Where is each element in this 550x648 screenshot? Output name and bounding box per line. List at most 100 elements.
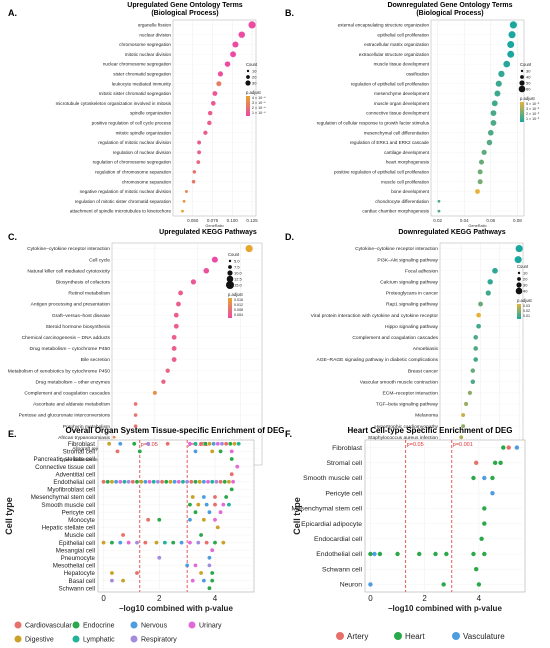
data-point [217,71,224,77]
legend-label: Digestive [25,637,54,644]
size-legend-label: 10 [252,69,257,74]
data-point [197,150,202,155]
data-point [227,502,231,507]
plot-area [111,242,263,466]
category-label: Smooth muscle cell [303,475,362,482]
size-legend-dot [517,271,521,275]
category-label: Myofibroblast cell [47,487,95,494]
legend-dot [130,635,138,643]
x-tick-label: 0.04 [460,218,469,223]
size-legend-dot [520,69,524,73]
data-point [464,401,469,406]
data-point [228,441,233,446]
data-point [188,441,192,446]
data-point [101,540,106,545]
data-point [201,578,206,583]
term-label: Pentose and glucuronate interconversions [19,413,111,419]
data-point [224,495,229,499]
legend-label: Nervous [141,623,168,630]
data-point [479,536,484,541]
panel-letter: C. [8,232,17,242]
data-point [213,495,217,499]
category-label: Hepatocyte [64,570,96,577]
data-point [490,491,495,496]
data-point [232,441,237,446]
term-label: regulation of chromosome separation [95,170,171,175]
data-point [490,110,497,116]
data-point [193,479,198,484]
data-point [112,435,116,439]
data-point [135,571,139,575]
data-point [501,445,506,450]
term-label: ECM–receptor interaction [383,390,439,396]
term-label: Type I diabetes mellitus [59,457,111,463]
panel-title: Upregulated KEGG Pathways [159,229,257,236]
x-tick-label: 0.02 [433,218,442,223]
data-point [470,368,476,373]
data-point [171,334,177,340]
size-legend-dot [519,80,525,86]
size-legend-label: 5.0 [234,259,240,264]
term-label: Ascorbate and aldarate metabolism [33,402,110,408]
term-label: negative regulation of mitotic nuclear d… [80,189,172,194]
data-point [176,301,181,307]
legend-label: Respiratory [141,637,177,644]
data-point [207,441,212,446]
data-point [207,555,212,560]
data-point [477,169,483,175]
data-point [176,479,181,484]
data-point [188,517,192,522]
category-label: Endothelial cell [316,551,362,558]
term-label: Biosynthesis of cofactors [56,279,111,285]
term-label: mitotic sister chromatid segregation [99,91,172,96]
color-legend-label: 0.008 [234,308,243,312]
term-label: microtubule cytoskeleton organization in… [56,101,172,106]
category-label: Pericyte cell [325,490,362,497]
data-point [165,368,170,373]
data-point [471,475,476,481]
data-point [204,540,209,545]
data-point [471,551,476,557]
data-point [444,551,449,557]
legend-label: Endocrine [83,623,115,630]
term-label: positive regulation of epithelial cell p… [334,170,429,175]
color-legend-label: 5 × 10⁻³ [526,102,540,106]
data-point [121,533,125,537]
term-label: organelle fission [138,23,172,28]
data-point [196,160,201,164]
data-point [143,540,148,545]
size-legend-label: 40 [526,75,531,80]
panel-letter: B. [285,8,294,18]
term-label: Metabolism of xenobiotics by cytochrome … [8,368,110,374]
data-point [229,487,234,492]
data-point [220,441,224,446]
panel-A: A. Upregulated Gene Ontology Terms(Biolog… [8,2,266,228]
data-point [118,540,123,545]
data-point [441,582,446,587]
data-point [110,578,114,583]
term-label: Cytokine–cytokine receptor interaction [27,246,110,252]
color-legend-label: 4 × 10⁻⁴ [252,96,266,100]
color-legend-label: 0.01 [523,314,530,318]
term-label: epithelial cell proliferation [377,32,429,37]
size-legend-dot [228,259,232,263]
size-legend-title: Count [517,264,529,269]
x-tick-label: 4 [477,594,482,603]
data-point [214,479,219,484]
data-point [154,540,159,545]
term-label: Natural killer cell mediated cytotoxicit… [27,268,110,274]
term-label: Breast cancer [408,368,439,374]
data-point [201,517,206,522]
data-point [118,441,123,446]
data-point [492,460,498,465]
data-point [433,551,438,557]
data-point [190,495,195,499]
x-tick-label: 0.050 [187,218,199,223]
x-tick-label: 0 [368,594,373,603]
term-label: Amoebiasis [413,346,439,352]
term-label: Drug metabolism – cytochrome P450 [30,346,111,352]
data-point [236,441,241,446]
panel-title: Heart Cell-type Specific Enrichment of D… [348,426,513,435]
data-point [133,424,138,428]
data-point [482,521,487,526]
